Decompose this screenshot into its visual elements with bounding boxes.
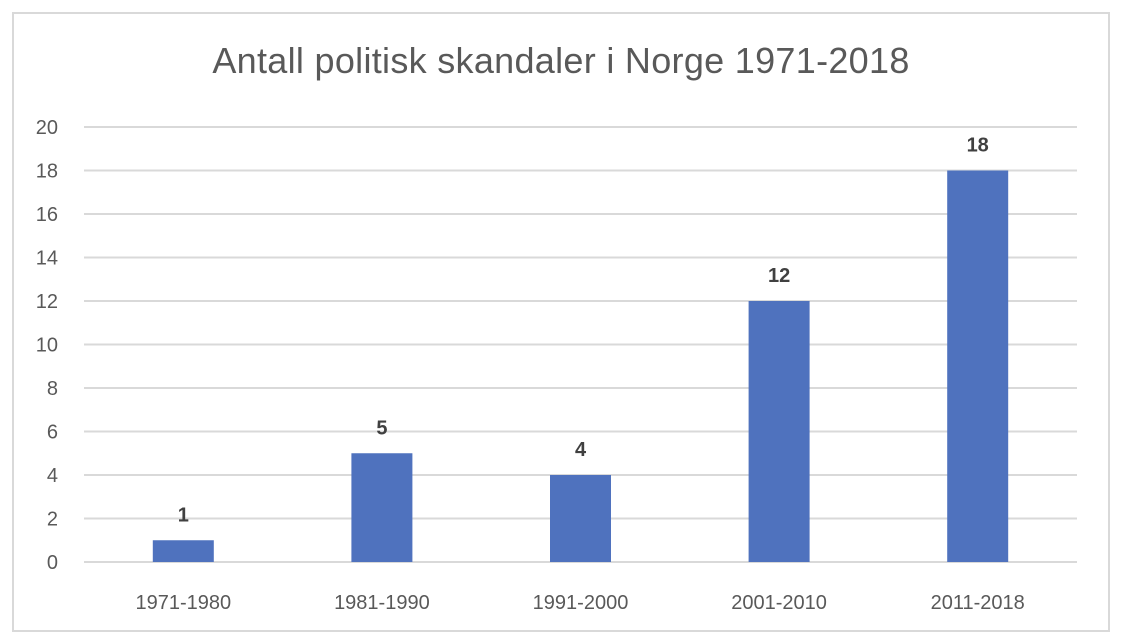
x-tick-label: 1991-2000 (533, 592, 629, 614)
y-tick-label: 0 (47, 552, 58, 574)
x-tick-label: 1971-1980 (135, 592, 231, 614)
x-tick-label: 2001-2010 (731, 592, 827, 614)
y-tick-label: 16 (36, 204, 58, 226)
y-tick-label: 2 (47, 509, 58, 531)
bar (947, 170, 1009, 562)
y-tick-label: 10 (36, 335, 58, 357)
bar (550, 475, 611, 562)
data-label: 4 (575, 439, 587, 461)
x-tick-label: 2011-2018 (931, 592, 1025, 614)
data-label: 18 (967, 135, 989, 157)
data-label: 5 (376, 417, 387, 439)
y-tick-label: 20 (36, 117, 58, 139)
data-label: 12 (768, 265, 790, 287)
bar (748, 301, 810, 562)
y-tick-label: 12 (36, 291, 58, 313)
x-tick-label: 1981-1990 (334, 592, 430, 614)
chart-title: Antall politisk skandaler i Norge 1971-2… (212, 40, 910, 81)
y-tick-label: 6 (47, 422, 58, 444)
y-tick-label: 8 (47, 378, 58, 400)
bar (152, 540, 214, 562)
bar (351, 453, 413, 562)
data-label: 1 (178, 504, 189, 526)
y-tick-label: 14 (36, 248, 58, 270)
y-tick-label: 18 (36, 161, 58, 183)
y-tick-label: 4 (47, 465, 58, 487)
